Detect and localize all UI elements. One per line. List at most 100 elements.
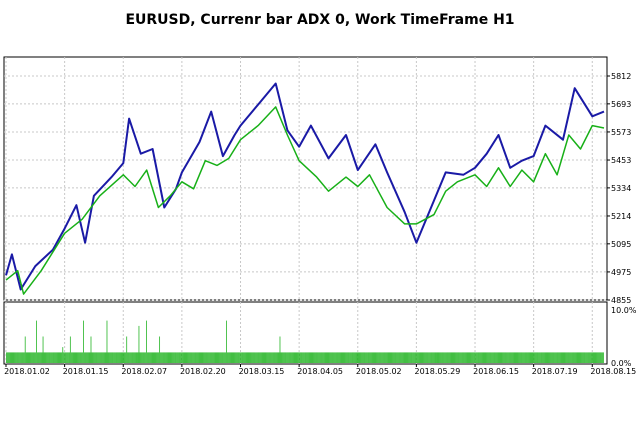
histogram-bar: [290, 352, 292, 363]
histogram-bar: [240, 352, 241, 363]
histogram-bar: [21, 352, 22, 363]
histogram-bar: [226, 320, 227, 363]
histogram-bar: [176, 352, 177, 363]
histogram-bar: [147, 352, 148, 363]
histogram-bar: [553, 352, 554, 363]
x-tick-label: 2018.06.15: [473, 367, 519, 376]
histogram-bar: [368, 352, 370, 363]
histogram-bar: [389, 352, 391, 363]
histogram-bar: [277, 352, 279, 363]
histogram-bar: [99, 352, 100, 363]
histogram-bar: [383, 352, 385, 363]
histogram-bar: [90, 336, 92, 363]
histogram-bar: [551, 352, 553, 363]
histogram-bar: [536, 352, 538, 363]
histogram-bar: [112, 352, 113, 363]
histogram-bar: [104, 352, 106, 363]
histogram-bar: [209, 352, 210, 363]
histogram-bar: [42, 336, 44, 363]
histogram-bar: [37, 352, 39, 363]
histogram-bar: [321, 352, 323, 363]
histogram-bar: [429, 352, 430, 363]
histogram-bar: [317, 352, 318, 363]
histogram-bar: [496, 352, 498, 363]
histogram-bar: [29, 352, 31, 363]
histogram-bar: [170, 352, 172, 363]
histogram-bar: [599, 352, 601, 363]
histogram-bar: [579, 352, 581, 363]
histogram-bar: [559, 352, 561, 363]
histogram-bar: [242, 352, 243, 363]
x-tick-label: 2018.02.20: [180, 367, 226, 376]
histogram-bar: [48, 352, 50, 363]
histogram-bar: [66, 352, 67, 363]
histogram-bar: [578, 352, 580, 363]
histogram-bar: [407, 352, 409, 363]
histogram-bar: [194, 352, 195, 363]
y-tick-label: 5573: [611, 128, 631, 137]
histogram-bar: [324, 352, 326, 363]
histogram-bar: [504, 352, 506, 363]
histogram-bar: [367, 352, 368, 363]
histogram-bar: [420, 352, 422, 363]
histogram-bar: [245, 352, 247, 363]
histogram-bar: [61, 352, 63, 363]
histogram-bar: [171, 352, 173, 363]
histogram-bar: [469, 352, 471, 363]
histogram-bar: [524, 352, 525, 363]
histogram-bar: [76, 352, 78, 363]
histogram-bar: [322, 352, 324, 363]
histogram-bar: [523, 352, 524, 363]
histogram-bar: [568, 352, 570, 363]
histogram-bar: [588, 352, 589, 363]
histogram-bar: [12, 352, 14, 363]
histogram-bar: [471, 352, 473, 363]
histogram-bar: [428, 352, 429, 363]
histogram-bar: [431, 352, 433, 363]
histogram-bar: [31, 352, 33, 363]
y-tick-label: 5812: [611, 72, 631, 81]
histogram-bar: [100, 352, 101, 363]
histogram-bar: [515, 352, 517, 363]
histogram-bar: [153, 352, 155, 363]
x-tick-label: 2018.01.02: [4, 367, 50, 376]
histogram-bar: [336, 352, 338, 363]
histogram-bar: [144, 352, 145, 363]
histogram-bar: [204, 352, 206, 363]
histogram-bar: [337, 352, 339, 363]
histogram-bar: [556, 352, 558, 363]
x-tick-label: 2018.03.15: [239, 367, 285, 376]
histogram-bar: [336, 352, 337, 363]
histogram-bar: [124, 352, 126, 363]
histogram-bar: [155, 352, 157, 363]
histogram-bar: [308, 352, 310, 363]
histogram-bar: [241, 352, 242, 363]
histogram-bar: [256, 352, 257, 363]
histogram-bar: [219, 352, 221, 363]
histogram-bar: [328, 352, 330, 363]
histogram-bar: [40, 352, 42, 363]
histogram-bar: [294, 352, 296, 363]
x-tick-label: 2018.04.05: [297, 367, 343, 376]
histogram-bar: [529, 352, 531, 363]
histogram-bar: [309, 352, 311, 363]
histogram-bar: [57, 352, 59, 363]
histogram-bar: [346, 352, 348, 363]
histogram-bar: [254, 352, 255, 363]
histogram-bar: [501, 352, 503, 363]
histogram-bar: [148, 352, 150, 363]
histogram-bar: [348, 352, 349, 363]
histogram-bar: [349, 352, 350, 363]
histogram-bar: [539, 352, 540, 363]
histogram-bar: [359, 352, 361, 363]
histogram-bar: [541, 352, 543, 363]
histogram-bar: [562, 352, 564, 363]
histogram-bar: [569, 352, 570, 363]
histogram-bar: [386, 352, 388, 363]
histogram-bar: [361, 352, 363, 363]
histogram-bar: [152, 352, 154, 363]
histogram-bar: [92, 352, 94, 363]
histogram-bar: [305, 352, 306, 363]
histogram-bar: [331, 352, 333, 363]
histogram-bar: [253, 352, 255, 363]
